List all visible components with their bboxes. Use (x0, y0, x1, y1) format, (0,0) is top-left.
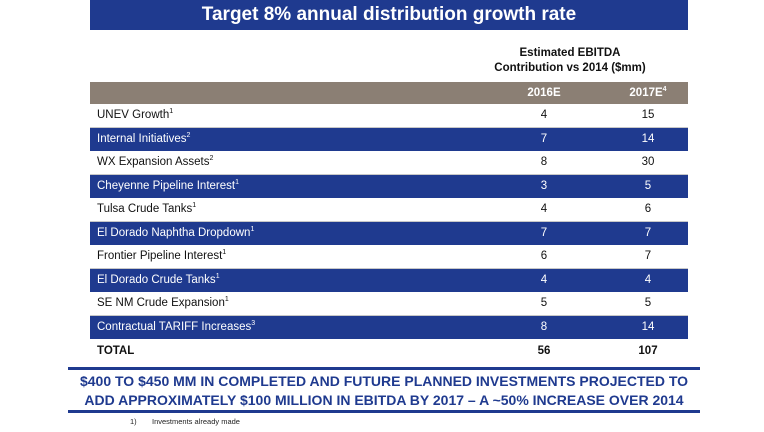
row-2016e: 3 (540, 179, 548, 192)
row-2017e: 30 (641, 156, 655, 169)
row-name: UNEV Growth1 (90, 108, 480, 122)
footnote: 1) Investments already made (130, 417, 650, 427)
row-2016e: 7 (540, 226, 548, 239)
column-caption-line1: Estimated EBITDA (519, 47, 621, 59)
column-caption-line2: Contribution vs 2014 ($mm) (494, 62, 646, 74)
summary-banner: $400 TO $450 MM IN COMPLETED AND FUTURE … (68, 367, 700, 413)
row-name: Tulsa Crude Tanks1 (90, 202, 480, 216)
table-row: UNEV Growth1 4 15 (90, 104, 688, 128)
row-2016e: 7 (540, 132, 548, 145)
row-2017e: 7 (644, 226, 652, 239)
row-name: Frontier Pipeline Interest1 (90, 249, 480, 263)
row-name-text: Tulsa Crude Tanks (97, 203, 193, 216)
table-row: Frontier Pipeline Interest1 6 7 (90, 245, 688, 269)
row-name-text: UNEV Growth (97, 109, 170, 122)
total-2016e: 56 (537, 344, 551, 357)
row-name-text: El Dorado Crude Tanks (97, 273, 216, 286)
row-name-text: WX Expansion Assets (97, 156, 210, 169)
row-2017e: 7 (644, 250, 652, 263)
row-2017e: 4 (644, 273, 652, 286)
page-title: Target 8% annual distribution growth rat… (201, 4, 577, 25)
column-caption: Estimated EBITDA Contribution vs 2014 ($… (470, 46, 670, 76)
footnote-number: 1) (130, 417, 137, 426)
row-footnote-ref: 1 (215, 272, 220, 280)
row-2016e: 4 (540, 273, 548, 286)
table-header-row: 2016E 2017E4 (90, 82, 688, 104)
row-2016e: 8 (540, 156, 548, 169)
summary-line2: ADD APPROXIMATELY $100 MILLION IN EBITDA… (84, 392, 684, 408)
row-name: El Dorado Naphtha Dropdown1 (90, 225, 480, 239)
table-row: WX Expansion Assets2 8 30 (90, 151, 688, 175)
row-name-text: Internal Initiatives (97, 132, 187, 145)
row-name: Cheyenne Pipeline Interest1 (90, 178, 480, 192)
row-2017e: 5 (644, 179, 652, 192)
row-name: WX Expansion Assets2 (90, 155, 480, 169)
title-banner: Target 8% annual distribution growth rat… (90, 0, 688, 30)
total-label: TOTAL (97, 344, 135, 357)
header-2017e-label: 2017E (629, 87, 663, 99)
total-2017e: 107 (638, 344, 658, 357)
table-row: SE NM Crude Expansion1 5 5 (90, 292, 688, 316)
row-footnote-ref: 1 (250, 225, 255, 233)
row-2016e: 6 (540, 250, 548, 263)
row-2016e: 4 (540, 109, 548, 122)
table-row: Internal Initiatives2 7 14 (90, 127, 688, 151)
row-name: El Dorado Crude Tanks1 (90, 272, 480, 286)
row-name-text: Contractual TARIFF Increases (97, 320, 252, 333)
header-2016e: 2016E (527, 87, 561, 99)
row-name: SE NM Crude Expansion1 (90, 296, 480, 310)
row-footnote-ref: 1 (192, 202, 197, 210)
row-footnote-ref: 1 (169, 108, 174, 116)
row-2017e: 14 (641, 132, 655, 145)
row-2017e: 6 (644, 203, 652, 216)
table-row: Cheyenne Pipeline Interest1 3 5 (90, 174, 688, 198)
table-row: El Dorado Crude Tanks1 4 4 (90, 268, 688, 292)
row-name-text: Cheyenne Pipeline Interest (97, 179, 236, 192)
row-name-text: El Dorado Naphtha Dropdown (97, 226, 251, 239)
table-row: Contractual TARIFF Increases3 8 14 (90, 315, 688, 339)
row-name-text: SE NM Crude Expansion (97, 297, 225, 310)
row-footnote-ref: 1 (224, 296, 229, 304)
table-row: El Dorado Naphtha Dropdown1 7 7 (90, 221, 688, 245)
row-footnote-ref: 1 (235, 178, 239, 186)
row-name: Contractual TARIFF Increases3 (90, 319, 480, 333)
row-name-text: Frontier Pipeline Interest (97, 250, 223, 263)
row-footnote-ref: 1 (222, 249, 227, 257)
footnote-text: Investments already made (152, 417, 240, 426)
row-footnote-ref: 2 (209, 155, 214, 163)
row-footnote-ref: 3 (251, 319, 256, 327)
row-2016e: 8 (540, 320, 548, 333)
row-footnote-ref: 2 (186, 131, 191, 139)
header-2017e: 2017E4 (608, 86, 688, 99)
row-2016e: 4 (540, 203, 548, 216)
row-2017e: 14 (641, 320, 655, 333)
table-body: UNEV Growth1 4 15 Internal Initiatives2 7 14 W… (90, 104, 688, 339)
table-row: Tulsa Crude Tanks1 4 6 (90, 198, 688, 222)
ebitda-table: 2016E 2017E4 UNEV Growth1 4 15 Internal Ini… (90, 82, 688, 363)
row-name: Internal Initiatives2 (90, 131, 480, 145)
total-row: TOTAL 56 107 (90, 339, 688, 363)
footnotes: 1) Investments already made (130, 417, 650, 427)
row-2016e: 5 (540, 297, 548, 310)
header-2017e-sup: 4 (662, 86, 667, 94)
summary-line1: $400 TO $450 MM IN COMPLETED AND FUTURE … (79, 373, 689, 389)
row-2017e: 5 (644, 297, 652, 310)
row-2017e: 15 (641, 109, 655, 122)
